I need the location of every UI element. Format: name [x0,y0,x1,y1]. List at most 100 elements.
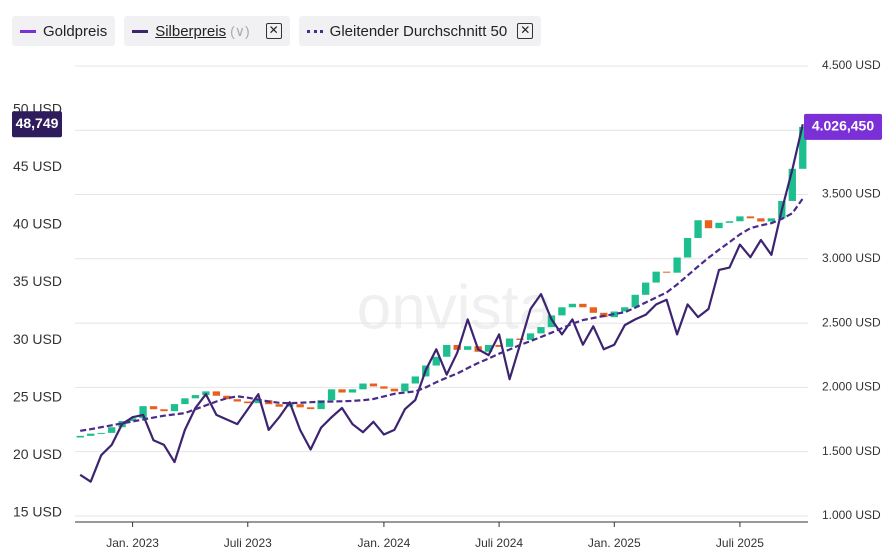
candle [746,216,755,219]
candle [139,406,147,419]
candle [359,383,367,390]
candle [526,333,535,340]
current-value-label: 48,749 [16,115,59,131]
candle [160,409,168,412]
legend-item[interactable]: Silberpreis (∨) ✕ [124,16,290,46]
moving-average-line [80,197,804,432]
candle [704,220,713,229]
legend-item[interactable]: Gleitender Durchschnitt 50 ✕ [298,16,542,46]
x-tick-label: Juli 2023 [224,536,272,550]
y2-tick-label: 4.500 USD [822,58,881,72]
legend-swatch [20,29,36,33]
watermark: onvista [357,273,554,342]
candle [516,338,524,340]
candle [453,344,461,350]
candle [642,282,650,295]
candle [432,356,440,366]
candle [254,400,262,404]
x-tick-label: Juli 2025 [716,536,764,550]
candle [223,395,231,400]
candle [390,388,399,392]
candle [348,389,357,393]
candle [694,220,702,238]
y-tick-label: 20 USD [13,446,62,462]
candle [97,432,105,434]
candle [87,433,95,436]
y2-tick-label: 2.000 USD [822,380,881,394]
candle [631,294,639,308]
candle [317,400,325,410]
candle [537,327,545,334]
y2-tick-label: 3.000 USD [822,251,881,265]
candle [788,168,796,201]
candle [128,418,137,422]
candle [338,389,346,393]
y2-tick-label: 1.000 USD [822,508,881,522]
y-tick-label: 30 USD [13,331,62,347]
candle [725,221,734,223]
legend-label: Silberpreis [155,22,227,40]
y-tick-label: 35 USD [13,273,62,289]
legend-item[interactable]: Goldpreis [12,16,116,46]
candle [683,237,692,258]
candle [673,257,681,273]
candles [76,126,807,438]
candle [484,344,493,352]
candle [652,271,660,283]
candle [327,389,336,401]
candle [191,395,200,399]
candle [589,307,598,313]
candle [757,218,765,222]
x-tick-label: Jan. 2025 [588,536,641,550]
dropdown-toggle[interactable]: (∨) [230,22,250,39]
y-tick-label: 25 USD [13,388,62,404]
y-tick-label: 15 USD [13,503,62,519]
candle [558,307,566,316]
y2-tick-label: 1.500 USD [822,444,881,458]
candle [296,404,304,408]
current-value-badge [12,111,62,138]
candle [369,383,378,387]
candle [212,391,221,396]
candle [149,406,158,410]
candle [401,383,409,392]
y2-tick-label: 2.500 USD [822,315,881,329]
candle [568,303,577,308]
remove-button[interactable]: ✕ [265,23,282,39]
candle [767,218,776,222]
candle [275,404,283,407]
current-value-label: 4.026,450 [812,118,874,134]
candle [579,303,587,308]
candle [380,386,388,389]
legend: Goldpreis Silberpreis (∨) ✕ Gleitender D… [12,16,542,46]
y-tick-label: 40 USD [13,216,62,232]
candle [621,307,629,312]
candle [495,344,503,347]
legend-swatch [132,29,149,33]
candle [443,344,451,357]
legend-swatch [306,29,323,33]
candle [233,399,241,402]
legend-label: Goldpreis [43,22,108,40]
y-tick-label: 45 USD [13,158,62,174]
candle [736,216,744,222]
x-tick-label: Juli 2024 [475,536,523,550]
candle [464,346,472,350]
candle [107,427,116,433]
legend-label: Gleitender Durchschnitt 50 [329,22,508,40]
candle [505,338,514,347]
candle [285,404,294,407]
candle [244,401,252,404]
current-value-badge [804,113,882,140]
candle [411,376,419,384]
remove-button[interactable]: ✕ [517,23,534,39]
candle [715,222,723,229]
x-tick-label: Jan. 2023 [106,536,159,550]
candle [170,404,179,412]
candle [181,398,189,405]
candle [799,126,807,169]
x-tick-label: Jan. 2024 [358,536,411,550]
